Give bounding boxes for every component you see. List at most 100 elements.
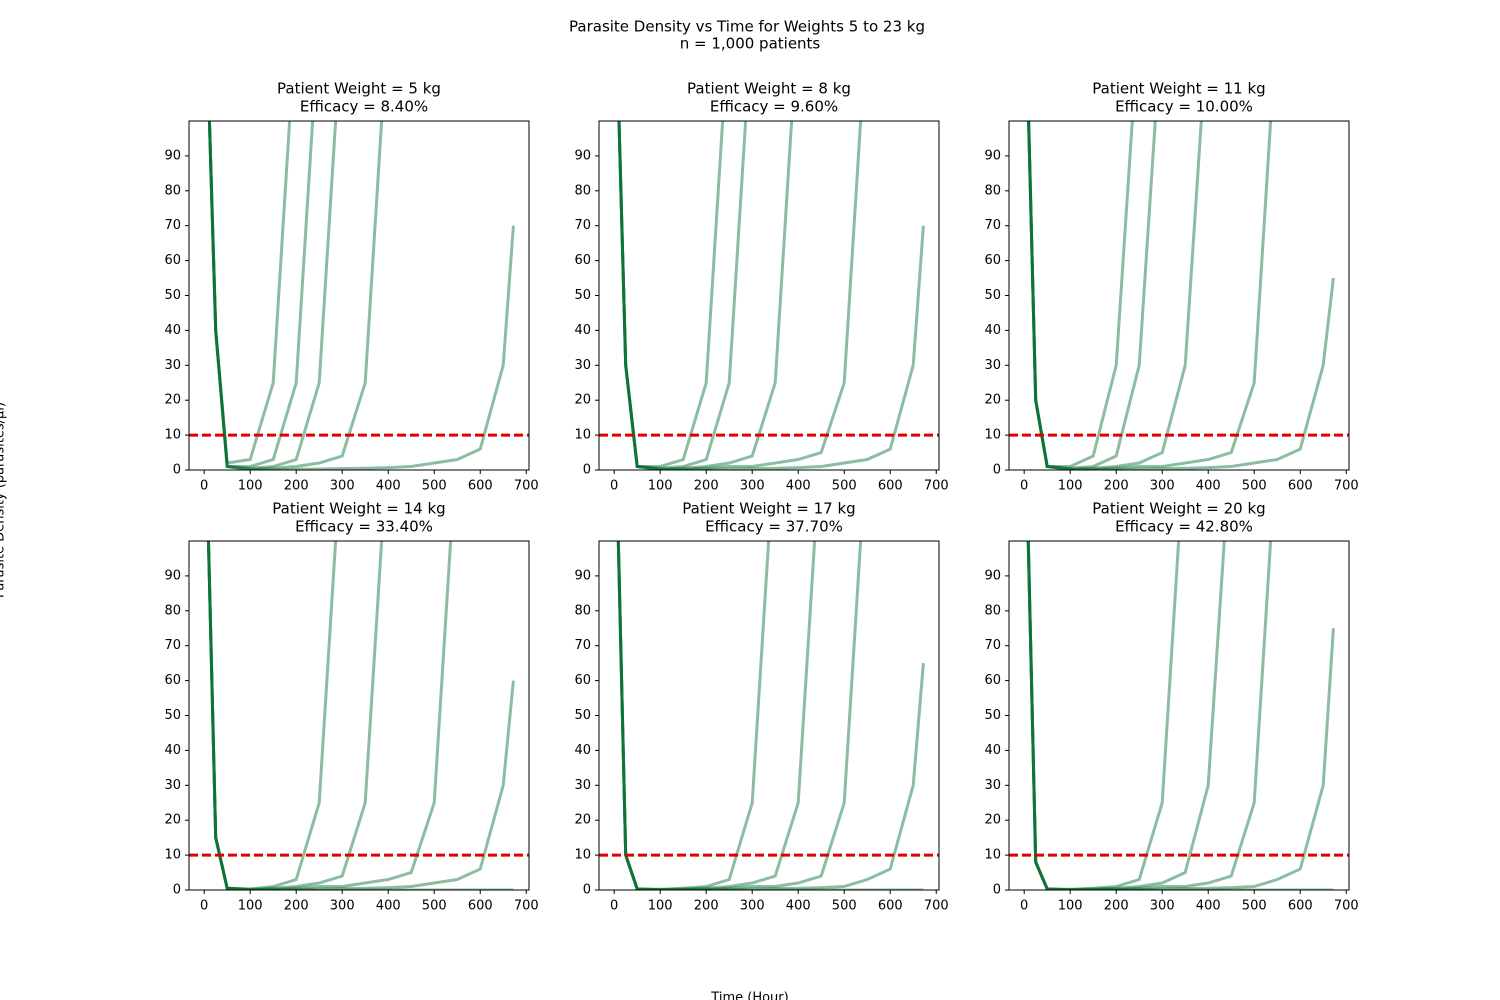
patient-line: [1026, 541, 1335, 890]
y-tick-label: 70: [984, 638, 1001, 653]
x-tick-label: 400: [376, 899, 401, 914]
y-tick-label: 20: [984, 393, 1001, 408]
y-tick-label: 0: [583, 463, 591, 478]
axes-frame: [598, 540, 940, 891]
y-tick-label: 70: [574, 218, 591, 233]
x-tick-label: 600: [468, 899, 493, 914]
y-tick-label: 70: [164, 218, 181, 233]
x-tick-label: 500: [832, 899, 857, 914]
x-tick-label: 0: [200, 899, 208, 914]
x-tick-label: 100: [1058, 899, 1083, 914]
y-tick-label: 50: [984, 708, 1001, 723]
y-tick-label: 40: [984, 743, 1001, 758]
y-tick-label: 30: [574, 358, 591, 373]
y-tick-label: 70: [984, 218, 1001, 233]
x-tick-label: 700: [1334, 899, 1359, 914]
axes-frame: [598, 120, 940, 471]
y-tick-label: 80: [164, 603, 181, 618]
x-tick-label: 100: [648, 899, 673, 914]
x-tick-label: 700: [514, 899, 539, 914]
patient-line: [616, 541, 924, 890]
patient-line: [617, 121, 725, 468]
x-tick-label: 0: [1020, 899, 1028, 914]
y-tick-label: 90: [164, 148, 181, 163]
y-tick-label: 40: [984, 323, 1001, 338]
patient-line: [207, 121, 515, 470]
x-tick-label: 200: [694, 479, 719, 494]
panel-subtitle: Efficacy = 42.80%: [1115, 518, 1253, 536]
panel-subtitle: Efficacy = 10.00%: [1115, 98, 1253, 116]
patient-line: [1027, 121, 1273, 470]
patient-line: [207, 121, 315, 468]
x-tick-label: 0: [200, 479, 208, 494]
y-tick-label: 0: [173, 463, 181, 478]
patient-line: [207, 121, 338, 470]
y-tick-label: 30: [984, 358, 1001, 373]
y-tick-label: 30: [574, 778, 591, 793]
x-tick-label: 300: [740, 899, 765, 914]
y-tick-label: 50: [164, 708, 181, 723]
x-tick-label: 600: [468, 479, 493, 494]
x-tick-label: 500: [832, 479, 857, 494]
y-tick-label: 50: [984, 288, 1001, 303]
y-axis-label: Parasite Density (parasites/µl): [0, 402, 8, 598]
y-tick-label: 80: [574, 183, 591, 198]
y-tick-label: 20: [574, 393, 591, 408]
y-tick-label: 90: [574, 568, 591, 583]
y-tick-label: 40: [574, 743, 591, 758]
panel-title: Patient Weight = 14 kg: [272, 500, 445, 518]
figure-title: Parasite Density vs Time for Weights 5 t…: [569, 18, 925, 36]
x-tick-label: 700: [924, 899, 949, 914]
y-tick-label: 60: [574, 253, 591, 268]
patient-line: [206, 541, 384, 890]
panel-subtitle: Efficacy = 9.60%: [710, 98, 838, 116]
x-tick-label: 500: [422, 899, 447, 914]
x-tick-label: 400: [786, 479, 811, 494]
figure-subtitle: n = 1,000 patients: [680, 35, 821, 53]
y-tick-label: 80: [164, 183, 181, 198]
patient-line: [206, 541, 515, 890]
x-tick-label: 500: [1242, 479, 1267, 494]
patient-line: [206, 541, 338, 890]
x-tick-label: 700: [924, 479, 949, 494]
y-tick-label: 60: [164, 673, 181, 688]
patient-line: [206, 541, 514, 890]
x-tick-label: 0: [610, 479, 618, 494]
patient-line: [1026, 541, 1226, 890]
x-tick-label: 100: [238, 899, 263, 914]
y-tick-label: 0: [993, 463, 1001, 478]
x-tick-label: 600: [878, 479, 903, 494]
x-tick-label: 0: [610, 899, 618, 914]
axes-frame: [188, 540, 530, 891]
y-tick-label: 20: [164, 393, 181, 408]
x-tick-label: 400: [376, 479, 401, 494]
panel-subtitle: Efficacy = 33.40%: [295, 518, 433, 536]
patient-line: [1026, 541, 1273, 890]
x-tick-label: 300: [330, 899, 355, 914]
y-tick-label: 80: [574, 603, 591, 618]
lines: [616, 541, 925, 890]
patient-line: [1027, 121, 1134, 468]
y-tick-label: 10: [574, 848, 591, 863]
y-tick-label: 60: [574, 673, 591, 688]
patient-line: [616, 541, 925, 890]
axes-frame: [1008, 540, 1350, 891]
y-tick-label: 60: [164, 253, 181, 268]
lines: [207, 121, 515, 470]
panel-title: Patient Weight = 17 kg: [682, 500, 855, 518]
x-tick-label: 600: [1288, 479, 1313, 494]
x-tick-label: 200: [694, 899, 719, 914]
y-tick-label: 0: [993, 883, 1001, 898]
y-tick-label: 70: [164, 638, 181, 653]
y-tick-label: 20: [574, 813, 591, 828]
y-tick-label: 40: [164, 743, 181, 758]
x-tick-label: 0: [1020, 479, 1028, 494]
y-tick-label: 60: [984, 253, 1001, 268]
patient-line: [207, 121, 384, 470]
